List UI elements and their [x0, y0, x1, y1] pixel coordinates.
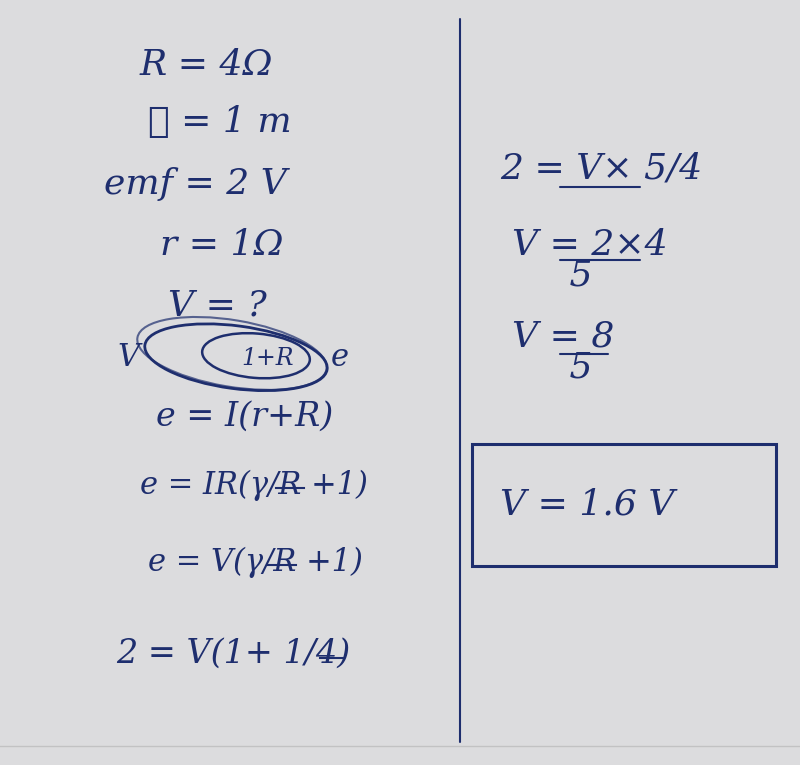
Text: e: e [331, 342, 349, 373]
Text: e = V(γ/R +1): e = V(γ/R +1) [148, 547, 363, 578]
Text: V: V [117, 342, 139, 373]
Text: ℓ = 1 m: ℓ = 1 m [148, 106, 292, 139]
Text: e = IR(γ/R +1): e = IR(γ/R +1) [140, 470, 368, 501]
Text: V = 1.6 V: V = 1.6 V [500, 488, 674, 522]
Text: R = 4Ω: R = 4Ω [140, 48, 274, 82]
Text: V = ?: V = ? [168, 289, 266, 323]
Text: 2 = V× 5/4: 2 = V× 5/4 [500, 151, 702, 185]
Text: V = 2×4: V = 2×4 [512, 228, 668, 262]
Text: r = 1Ω: r = 1Ω [160, 228, 283, 262]
Text: 5: 5 [512, 259, 593, 292]
Text: 1+R: 1+R [242, 347, 294, 369]
Text: 5: 5 [512, 350, 593, 384]
Text: V = 8: V = 8 [512, 320, 614, 353]
Text: emf = 2 V: emf = 2 V [104, 167, 287, 200]
Text: 2 = V(1+ 1/4): 2 = V(1+ 1/4) [116, 638, 350, 670]
Text: e = I(r+R): e = I(r+R) [156, 401, 334, 433]
